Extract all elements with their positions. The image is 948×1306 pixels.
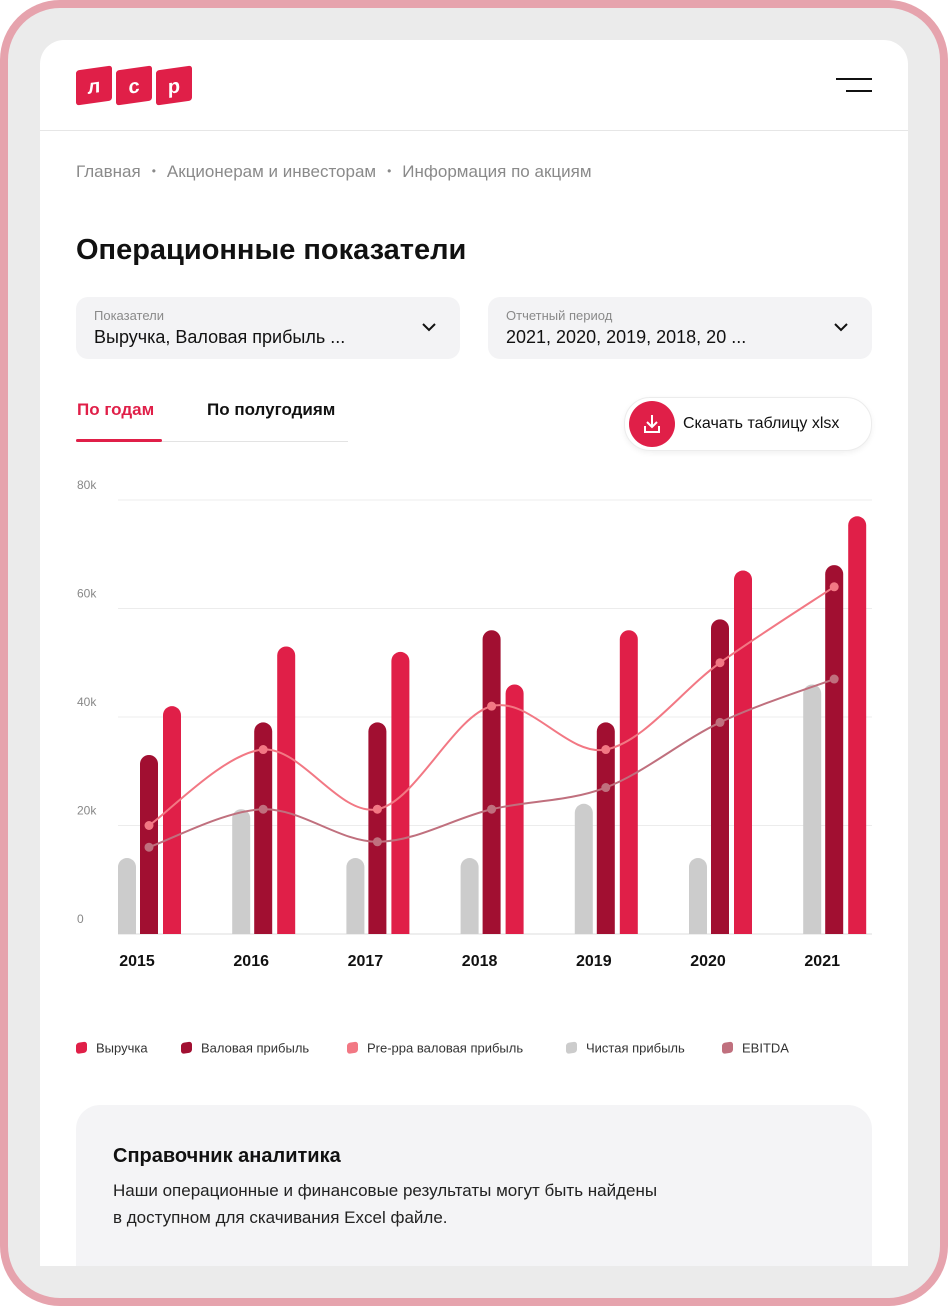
point [144, 821, 154, 830]
legend-label: Pre-ppa валовая прибыль [367, 1040, 523, 1055]
download-button[interactable]: Скачать таблицу xlsx [624, 397, 872, 451]
info-box: Справочник аналитика Наши операционные и… [76, 1105, 872, 1266]
legend-swatch [722, 1041, 733, 1054]
point [715, 717, 725, 727]
bar [689, 858, 707, 934]
bar [619, 630, 638, 934]
x-tick-label: 2016 [233, 953, 269, 970]
bar [482, 630, 501, 934]
bar [346, 858, 365, 934]
bar [254, 722, 273, 934]
x-tick-label: 2017 [348, 953, 384, 970]
x-tick-label: 2015 [119, 953, 155, 970]
point [829, 582, 839, 592]
filter-select[interactable]: Отчетный период 2021, 2020, 2019, 2018, … [488, 297, 872, 359]
bar [848, 516, 867, 934]
filter-select[interactable]: Показатели Выручка, Валовая прибыль ... [76, 297, 460, 359]
legend-label: Выручка [96, 1040, 148, 1055]
bar [391, 651, 410, 934]
tab[interactable]: По годам [77, 400, 155, 419]
menu-button[interactable] [836, 76, 872, 92]
legend-swatch [76, 1041, 87, 1054]
point [601, 783, 611, 793]
tab-divider [76, 441, 348, 442]
screen: л с р Главная Акционерам и инвесторам Ин… [40, 40, 908, 1266]
menu-line [846, 90, 872, 92]
legend-label: Валовая прибыль [201, 1040, 309, 1055]
bar [574, 803, 593, 934]
tab[interactable]: По полугодиям [207, 400, 336, 419]
download-glyph [644, 415, 660, 433]
x-tick-label: 2020 [690, 953, 726, 970]
bar [460, 858, 479, 934]
legend-label: EBITDA [742, 1040, 789, 1055]
bar [825, 565, 844, 934]
bar [505, 684, 524, 934]
point [372, 804, 382, 814]
point [487, 701, 497, 711]
point [372, 837, 382, 847]
bar [711, 619, 729, 934]
bar [118, 858, 136, 934]
point [601, 745, 611, 755]
y-tick-label: 20k [77, 804, 97, 818]
bar [163, 706, 181, 934]
point [829, 674, 839, 684]
y-tick-label: 60k [77, 587, 97, 601]
bar [368, 722, 387, 934]
filter-label: Отчетный период [506, 308, 613, 323]
menu-line [836, 78, 872, 80]
legend-swatch [181, 1041, 192, 1054]
logo[interactable]: л с р [76, 65, 192, 106]
legend-swatch [347, 1041, 358, 1054]
logo-letter: л [76, 65, 112, 106]
point [487, 804, 497, 814]
breadcrumb[interactable]: Информация по акциям [376, 162, 591, 182]
download-icon [629, 401, 675, 447]
point [144, 842, 154, 852]
y-tick-label: 40k [77, 695, 97, 709]
point [258, 745, 268, 755]
chevron [422, 323, 436, 332]
point [715, 658, 725, 668]
y-tick-label: 0 [77, 912, 84, 926]
logo-letter: р [156, 65, 192, 106]
y-tick-label: 80k [77, 480, 97, 492]
filter-label: Показатели [94, 308, 164, 323]
x-tick-label: 2018 [462, 953, 498, 970]
header-divider [40, 130, 908, 131]
bar [596, 722, 615, 934]
bar [277, 646, 296, 934]
breadcrumbs: Главная Акционерам и инвесторам Информац… [76, 162, 592, 182]
chart: 0 20k 40k 60k 80k 2015 2016 2017 2018 2019 2020 202… [76, 480, 872, 1055]
bar [734, 570, 752, 934]
legend-swatch [566, 1041, 577, 1054]
breadcrumb[interactable]: Главная [76, 162, 141, 181]
info-title: Справочник аналитика [113, 1145, 341, 1167]
info-text: в доступном для скачивания Excel файле. [113, 1208, 448, 1227]
info-text: Наши операционные и финансовые результат… [113, 1181, 658, 1200]
bar [232, 809, 251, 934]
filter-value: Выручка, Валовая прибыль ... [94, 327, 346, 347]
logo-letter: с [116, 65, 152, 106]
bar [803, 684, 822, 934]
page-title: Операционные показатели [76, 234, 467, 266]
filter-value: 2021, 2020, 2019, 2018, 20 ... [506, 327, 747, 347]
chevron [834, 323, 848, 332]
tab-indicator [76, 439, 162, 442]
breadcrumb[interactable]: Акционерам и инвесторам [141, 162, 376, 182]
download-label: Скачать таблицу xlsx [683, 415, 840, 432]
x-tick-label: 2019 [576, 953, 612, 970]
x-tick-label: 2021 [804, 953, 840, 970]
point [258, 804, 268, 814]
legend-label: Чистая прибыль [586, 1040, 685, 1055]
